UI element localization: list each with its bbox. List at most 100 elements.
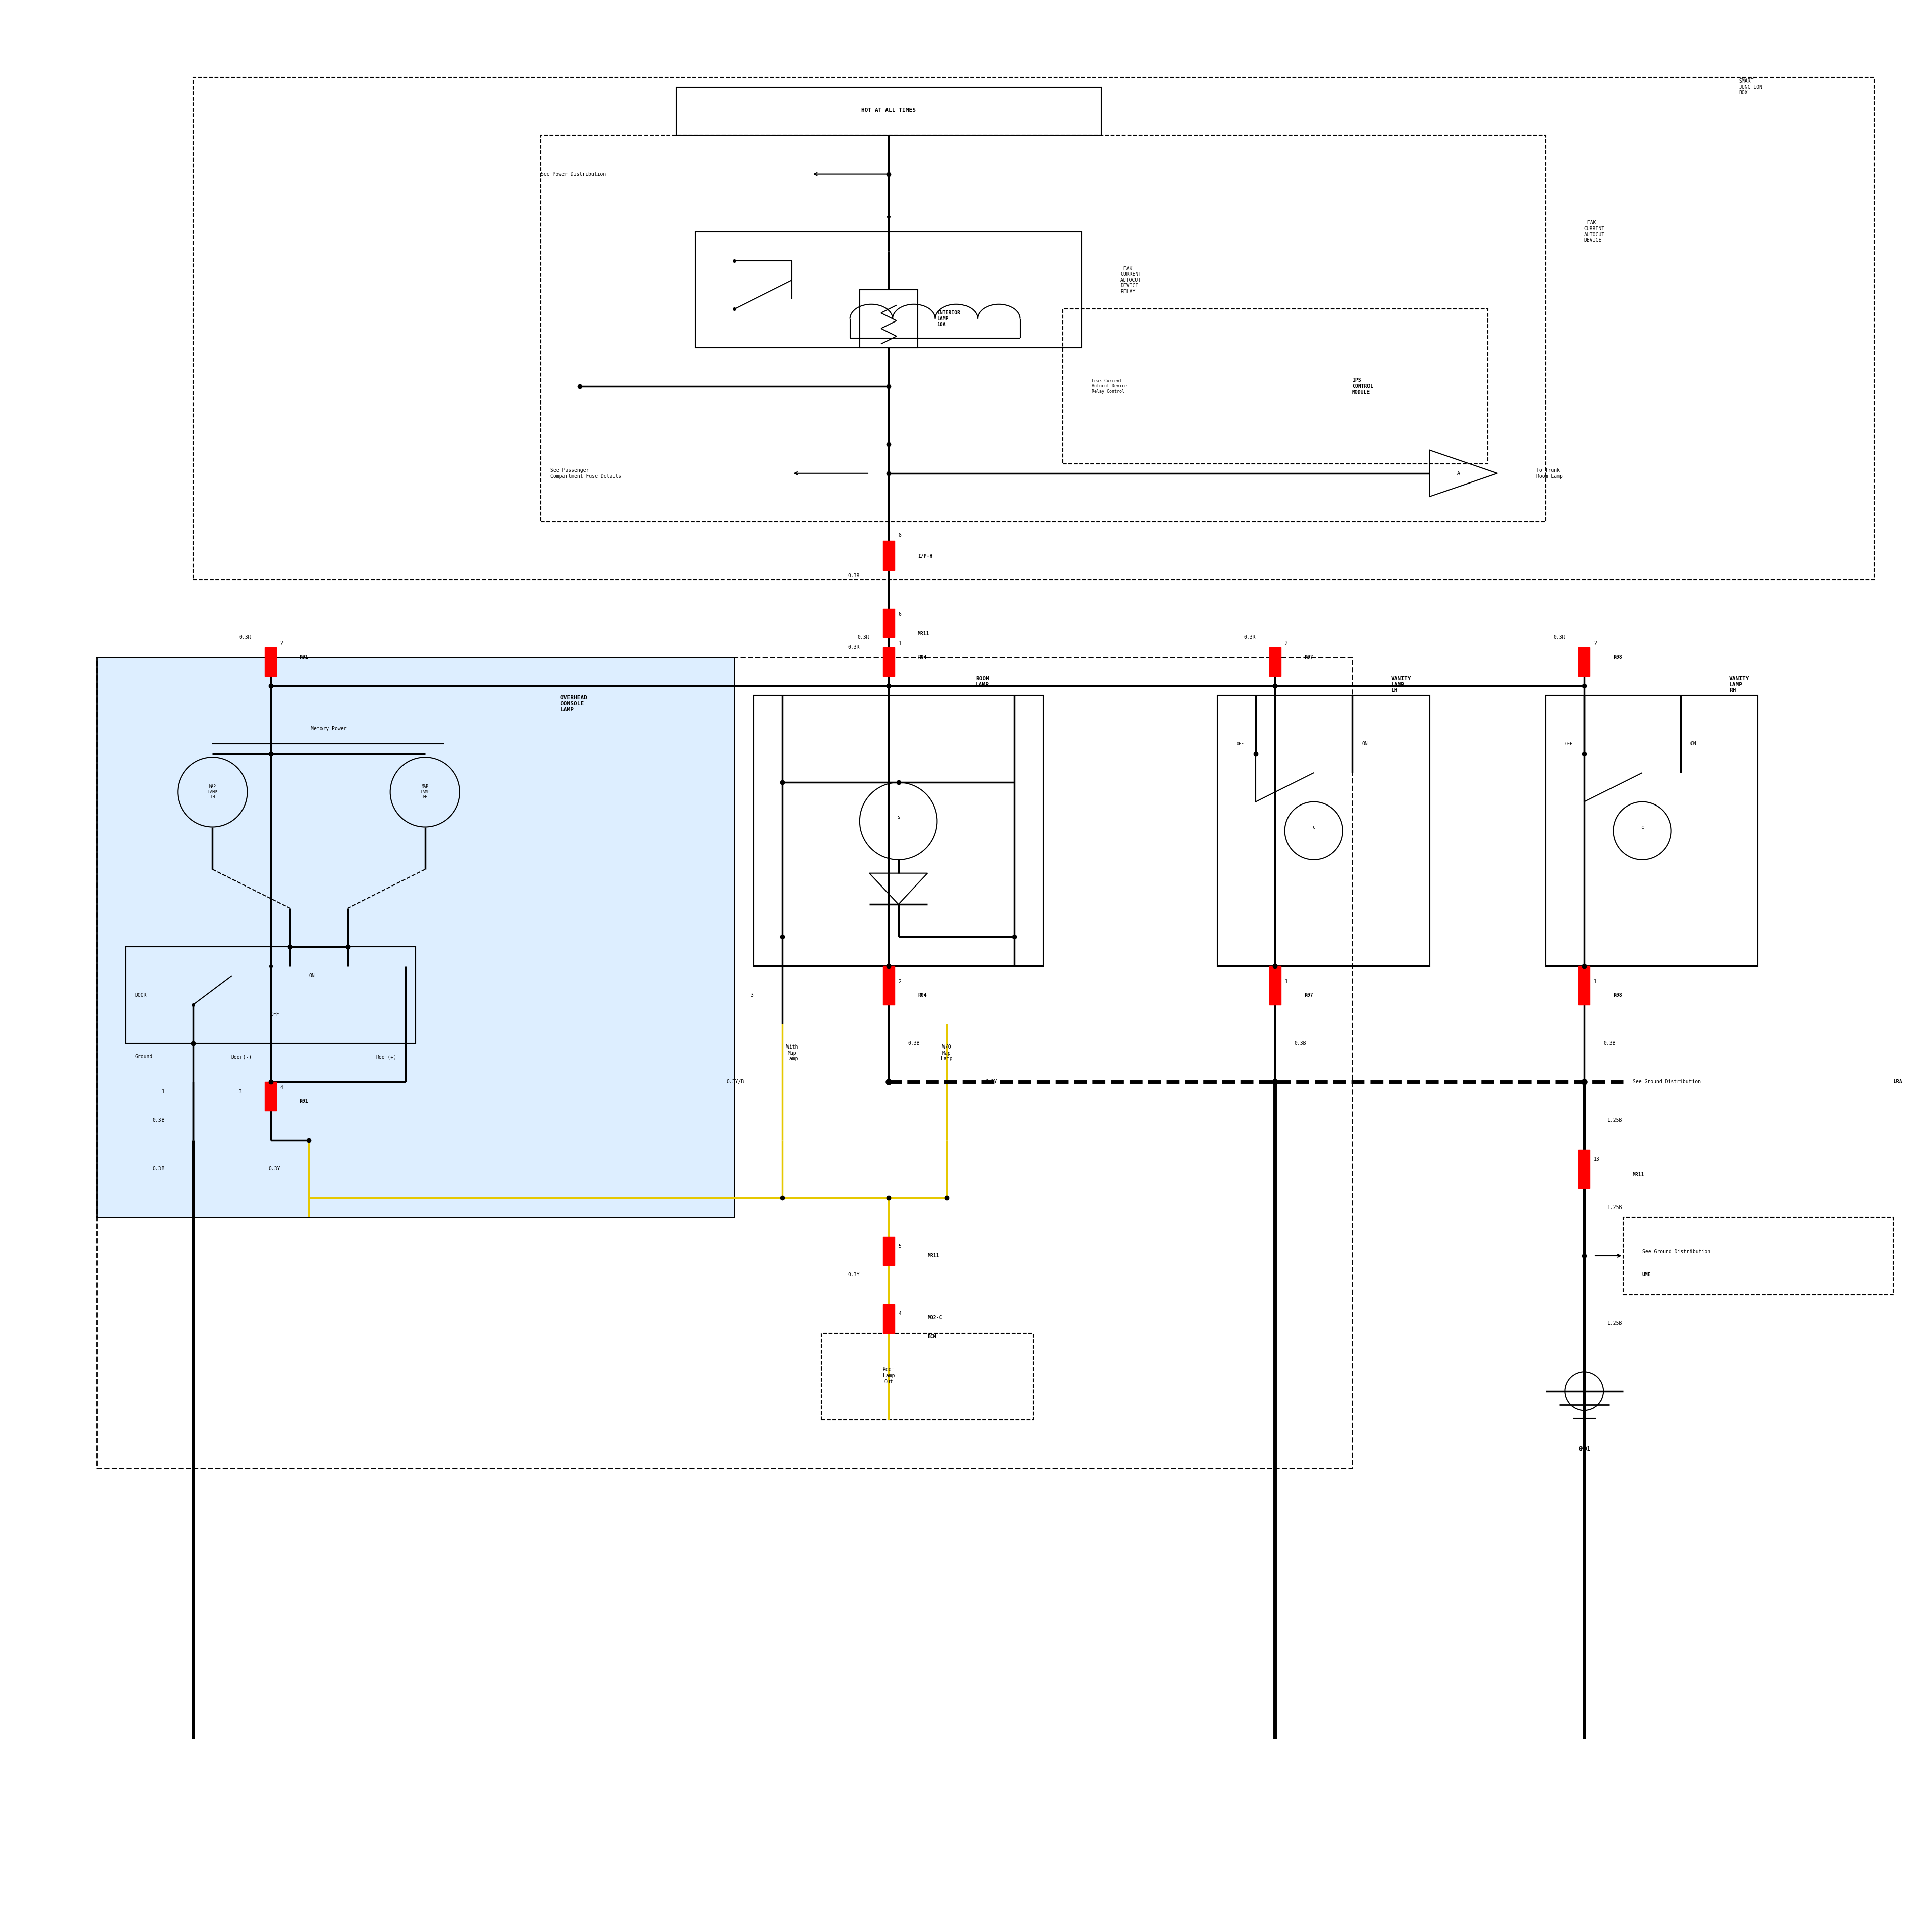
Text: 3: 3 bbox=[238, 1090, 242, 1094]
Text: To Trunk
Room Lamp: To Trunk Room Lamp bbox=[1536, 468, 1563, 479]
Text: URA: URA bbox=[1893, 1080, 1903, 1084]
Text: Room
Lamp
Out: Room Lamp Out bbox=[883, 1368, 895, 1383]
Text: 0.3B: 0.3B bbox=[1604, 1041, 1615, 1045]
Text: 8: 8 bbox=[898, 533, 902, 537]
Text: R01: R01 bbox=[299, 655, 309, 659]
Text: 0.3R: 0.3R bbox=[1244, 636, 1256, 639]
Text: MAP
LAMP
RH: MAP LAMP RH bbox=[421, 784, 429, 800]
Text: ROOM
LAMP: ROOM LAMP bbox=[976, 676, 989, 688]
Text: ON: ON bbox=[309, 974, 315, 978]
Text: 4: 4 bbox=[898, 1312, 902, 1316]
Text: 0.3Y: 0.3Y bbox=[985, 1080, 997, 1084]
Bar bbox=[265, 647, 276, 676]
Text: Memory Power: Memory Power bbox=[311, 726, 346, 730]
Text: 13: 13 bbox=[1594, 1157, 1600, 1161]
Bar bbox=[541, 135, 1546, 522]
Bar bbox=[676, 87, 1101, 135]
Bar bbox=[883, 609, 895, 638]
Text: VANITY
LAMP
LH: VANITY LAMP LH bbox=[1391, 676, 1412, 694]
Text: See Power Distribution: See Power Distribution bbox=[541, 172, 607, 176]
Bar bbox=[1623, 1217, 1893, 1294]
Text: I/P-H: I/P-H bbox=[918, 554, 933, 558]
Text: c: c bbox=[1640, 825, 1644, 829]
Text: Leak Current
Autocut Device
Relay Control: Leak Current Autocut Device Relay Contro… bbox=[1092, 379, 1126, 394]
Text: M02-C: M02-C bbox=[927, 1316, 943, 1320]
Text: 0.3R: 0.3R bbox=[858, 636, 869, 639]
Bar bbox=[883, 647, 895, 676]
Text: 0.3R: 0.3R bbox=[1553, 636, 1565, 639]
Bar bbox=[265, 1082, 276, 1111]
Text: DOOR: DOOR bbox=[135, 993, 147, 997]
Text: s: s bbox=[896, 815, 900, 819]
Text: 1: 1 bbox=[898, 641, 902, 645]
Text: 0.3B: 0.3B bbox=[153, 1119, 164, 1122]
Text: R01: R01 bbox=[299, 1099, 309, 1103]
Text: R07: R07 bbox=[1304, 655, 1314, 659]
Text: See Ground Distribution: See Ground Distribution bbox=[1642, 1250, 1710, 1254]
Text: 4: 4 bbox=[280, 1086, 284, 1090]
Text: ON: ON bbox=[1362, 742, 1368, 746]
Text: Ground: Ground bbox=[135, 1055, 153, 1059]
Text: 1.25B: 1.25B bbox=[1607, 1119, 1623, 1122]
Bar bbox=[1578, 647, 1590, 676]
Text: 0.3R: 0.3R bbox=[848, 645, 860, 649]
Text: R08: R08 bbox=[1613, 993, 1623, 997]
Text: 6: 6 bbox=[898, 612, 902, 616]
Bar bbox=[883, 1304, 895, 1333]
Text: 0.3B: 0.3B bbox=[1294, 1041, 1306, 1045]
Bar bbox=[1269, 966, 1281, 1005]
Bar bbox=[97, 657, 1352, 1468]
Bar bbox=[97, 657, 734, 1217]
Text: 1: 1 bbox=[1594, 980, 1598, 983]
Bar bbox=[696, 232, 1082, 348]
Text: 2: 2 bbox=[280, 641, 284, 645]
Text: R08: R08 bbox=[1613, 655, 1623, 659]
Text: 2: 2 bbox=[898, 980, 902, 983]
Text: 1: 1 bbox=[1285, 980, 1289, 983]
Text: c: c bbox=[1312, 825, 1316, 829]
Text: W/O
Map
Lamp: W/O Map Lamp bbox=[941, 1045, 952, 1061]
Text: MR11: MR11 bbox=[927, 1254, 939, 1258]
Text: LEAK
CURRENT
AUTOCUT
DEVICE: LEAK CURRENT AUTOCUT DEVICE bbox=[1584, 220, 1605, 243]
Text: BCM: BCM bbox=[927, 1335, 937, 1339]
Bar bbox=[883, 966, 895, 1005]
Bar bbox=[126, 947, 415, 1043]
Bar bbox=[1578, 1150, 1590, 1188]
Text: OFF: OFF bbox=[1236, 742, 1244, 746]
Bar bbox=[883, 541, 895, 570]
Text: ON: ON bbox=[1691, 742, 1696, 746]
Text: 0.3B: 0.3B bbox=[908, 1041, 920, 1045]
Text: HOT AT ALL TIMES: HOT AT ALL TIMES bbox=[862, 108, 916, 112]
Text: See Ground Distribution: See Ground Distribution bbox=[1633, 1080, 1700, 1084]
Bar bbox=[97, 657, 734, 1217]
Bar bbox=[1063, 309, 1488, 464]
Bar bbox=[193, 77, 1874, 580]
Text: LEAK
CURRENT
AUTOCUT
DEVICE
RELAY: LEAK CURRENT AUTOCUT DEVICE RELAY bbox=[1121, 267, 1142, 294]
Text: MR11: MR11 bbox=[1633, 1173, 1644, 1177]
Text: GM01: GM01 bbox=[1578, 1447, 1590, 1451]
Bar bbox=[1217, 696, 1430, 966]
Text: With
Map
Lamp: With Map Lamp bbox=[786, 1045, 798, 1061]
Text: MAP
LAMP
LH: MAP LAMP LH bbox=[209, 784, 216, 800]
Bar bbox=[860, 290, 918, 348]
Text: OFF: OFF bbox=[1565, 742, 1573, 746]
Text: 1.25B: 1.25B bbox=[1607, 1321, 1623, 1325]
Text: Door(-): Door(-) bbox=[232, 1055, 251, 1059]
Text: UME: UME bbox=[1642, 1273, 1652, 1277]
Bar bbox=[1269, 647, 1281, 676]
Text: 0.3R: 0.3R bbox=[240, 636, 251, 639]
Bar bbox=[821, 1333, 1034, 1420]
Text: 0.3Y/B: 0.3Y/B bbox=[726, 1080, 744, 1084]
Text: OVERHEAD
CONSOLE
LAMP: OVERHEAD CONSOLE LAMP bbox=[560, 696, 587, 713]
Text: INTERIOR
LAMP
10A: INTERIOR LAMP 10A bbox=[937, 311, 960, 327]
Text: 1.25B: 1.25B bbox=[1607, 1206, 1623, 1209]
Text: 1: 1 bbox=[160, 1090, 164, 1094]
Text: R07: R07 bbox=[1304, 993, 1314, 997]
Text: 2: 2 bbox=[1285, 641, 1289, 645]
Text: See Passenger
Compartment Fuse Details: See Passenger Compartment Fuse Details bbox=[551, 468, 622, 479]
Text: MR11: MR11 bbox=[918, 632, 929, 636]
Bar bbox=[1578, 966, 1590, 1005]
Text: VANITY
LAMP
RH: VANITY LAMP RH bbox=[1729, 676, 1750, 694]
Text: SMART
JUNCTION
BOX: SMART JUNCTION BOX bbox=[1739, 79, 1762, 95]
Text: 3: 3 bbox=[750, 993, 753, 997]
